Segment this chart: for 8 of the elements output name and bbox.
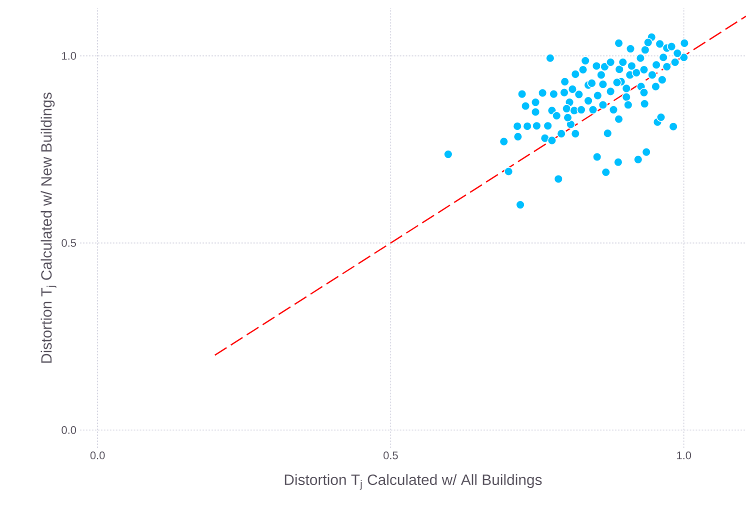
- x-axis-title: Distortion T$_{j}$ Calculated w/ All Buildings: [284, 474, 542, 490]
- y-tick-label: 1.0: [62, 52, 76, 60]
- x-tick-label: 0.5: [384, 452, 398, 460]
- x-tick-label: 1.0: [677, 452, 692, 460]
- y-tick-label: 0.5: [62, 239, 76, 247]
- x-tick-label: 0.0: [90, 452, 105, 460]
- y-tick-label: 0.0: [62, 426, 76, 434]
- y-axis-title: Distortion T$_{j}$ Calculated w/ New Buildings: [40, 92, 56, 363]
